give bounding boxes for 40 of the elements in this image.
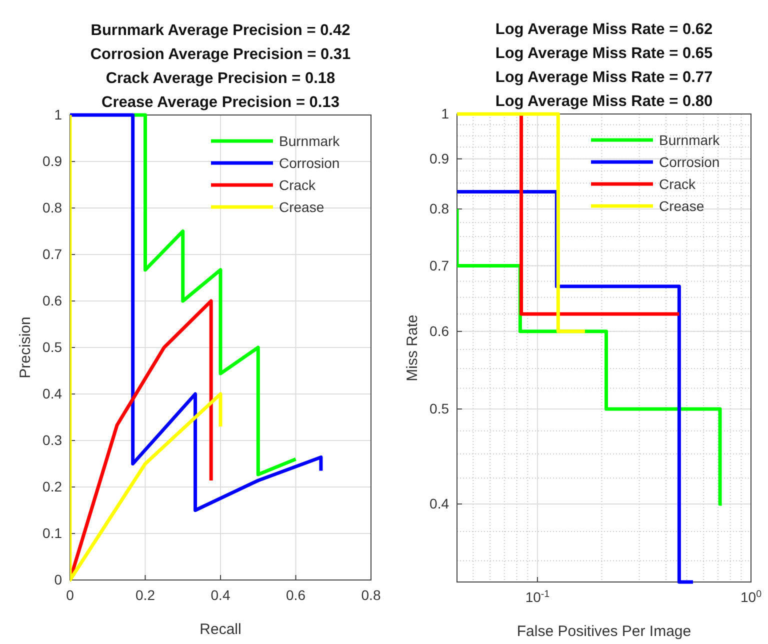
y-tick-label: 0.9 — [430, 150, 450, 166]
x-tick-label: 0.6 — [286, 587, 306, 603]
x-tick-label: 0.8 — [361, 587, 381, 603]
legend-label: Burnmark — [279, 133, 341, 149]
y-tick-label: 0.5 — [42, 338, 62, 355]
y-tick-label: 0.5 — [430, 400, 450, 416]
line-series — [70, 113, 222, 582]
y-tick-label: 1 — [441, 105, 450, 122]
y-tick-label: 0 — [54, 571, 62, 588]
y-tick-label: 0.8 — [430, 200, 450, 216]
x-tick-label: 0.2 — [136, 587, 156, 603]
x-tick-label: 10$^{0}$ — [740, 588, 762, 605]
legend-label: Corrosion — [659, 154, 720, 170]
x-tick-label: 0.4 — [210, 587, 230, 603]
y-tick-label: 0.3 — [42, 432, 62, 448]
y-tick-label: 0.6 — [430, 322, 450, 339]
y-tick-label: 1 — [54, 106, 62, 122]
y-tick-label: 0.7 — [42, 246, 62, 262]
legend-label: Crack — [279, 177, 317, 193]
y-tick-label: 0.1 — [42, 524, 62, 541]
y-tick-label: 0.6 — [42, 292, 62, 308]
y-axis-title: Miss Rate — [404, 314, 421, 382]
y-tick-label: 0.4 — [430, 495, 450, 512]
x-axis-title: Recall — [200, 621, 242, 638]
y-tick-label: 0.4 — [42, 385, 62, 402]
x-tick-label: 10$^{-1}$ — [525, 588, 550, 605]
legend-label: Burnmark — [659, 132, 721, 148]
legend-label: Crease — [659, 198, 704, 214]
x-tick-label: 0 — [66, 587, 74, 603]
y-tick-label: 0.2 — [42, 478, 62, 494]
y-axis-title: Precision — [17, 316, 34, 378]
x-axis-title: False Positives Per Image — [516, 623, 692, 640]
legend-label: Crack — [659, 176, 697, 192]
y-tick-label: 0.7 — [430, 257, 450, 274]
chart-title: Burnmark Average Precision = 0.42 Corrosion Average Precision = 0.31 Crack Average Precision = 0.18 Crease Average Precision = 0.13 — [90, 22, 352, 111]
legend-label: Corrosion — [279, 155, 340, 171]
legend-label: Crease — [279, 199, 324, 215]
y-tick-label: 0.8 — [42, 199, 62, 216]
chart-title: Log Average Miss Rate = 0.62 Log Average Miss Rate = 0.65 Log Average Miss Rate = 0.77 Log Average Miss Rate = 0.80 — [495, 21, 713, 110]
y-tick-label: 0.9 — [42, 152, 62, 169]
